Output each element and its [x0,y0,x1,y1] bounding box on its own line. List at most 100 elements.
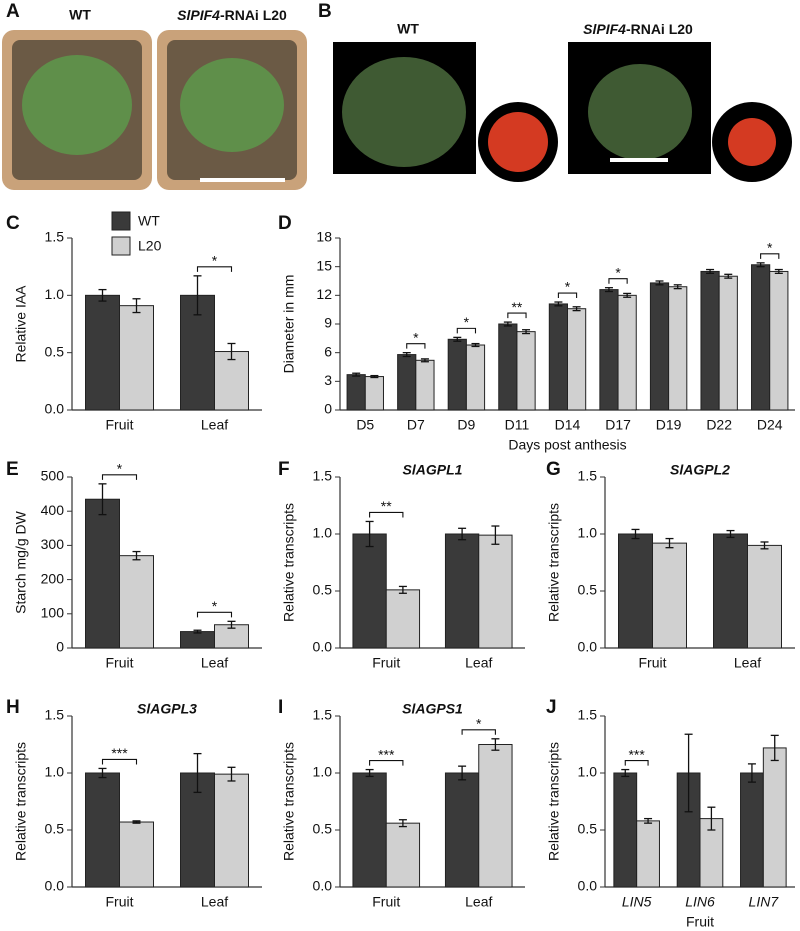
x-tick-label: Leaf [201,417,228,433]
panel-label: F [278,459,290,480]
error-bar [471,342,480,348]
y-tick-label: 0.5 [578,821,598,837]
significance-bracket [406,343,426,349]
x-tick-label: Leaf [465,655,492,671]
significance-label: * [464,314,470,330]
error-bar [398,819,407,828]
x-tick-label: Fruit [106,417,134,433]
bar [769,270,789,411]
error-bar [98,483,107,516]
x-tick-label: D9 [457,417,475,433]
significance-bracket [608,278,628,284]
y-tick-label: 0.0 [45,878,65,894]
significance-label: * [615,264,621,280]
legend-label: WT [138,213,160,229]
error-bar [227,620,236,629]
error-bar [193,752,202,794]
error-bar [770,734,779,762]
y-tick-label: 12 [316,286,332,302]
error-bar [644,817,653,824]
x-axis-label: Days post anthesis [508,437,626,453]
y-tick-label: 0.5 [45,821,65,837]
legend-swatch [111,236,131,256]
x-tick-label: Fruit [639,655,667,671]
photo-plant [180,58,284,152]
bar [214,773,249,888]
error-bar [193,275,202,316]
significance-bracket [760,253,780,259]
x-tick-label: D5 [356,417,374,433]
y-tick-label: 0.5 [578,582,598,598]
bar [613,772,638,888]
bar [444,533,480,649]
y-tick-label: 400 [41,502,65,518]
bar [516,331,536,411]
x-tick-label: D17 [605,417,631,433]
bar [668,286,688,411]
error-bar [756,262,765,268]
chart-title: SlAGPL2 [670,462,730,478]
significance-label: * [212,253,218,269]
y-tick-label: 1.5 [578,468,598,484]
error-bar [98,767,107,779]
bar [364,376,384,411]
error-bar [673,284,682,290]
error-bar [554,301,563,307]
significance-bracket [101,758,138,765]
error-bar [621,768,630,778]
error-bar [420,358,429,363]
bar [119,555,154,649]
error-bar [453,336,462,342]
bar [397,354,417,411]
y-tick-label: 200 [41,570,65,586]
bar [444,772,480,888]
x-tick-label: Leaf [201,655,228,671]
error-bar [365,768,374,778]
bar [465,344,486,411]
bar [119,821,154,888]
error-bar [707,806,716,831]
panel-label: J [546,697,557,718]
y-tick-label: 15 [316,257,332,273]
bar [740,772,764,888]
x-tick-label: Leaf [201,894,228,910]
photo-title: WT [397,21,419,37]
photo-title: SlPIF4-RNAi L20 [177,7,287,23]
bar [617,294,637,411]
x-tick-label: Fruit [106,894,134,910]
panel-label: D [278,213,292,234]
significance-bracket [369,760,404,766]
y-tick-label: 300 [41,536,65,552]
bar [548,303,568,411]
y-tick-label: 18 [316,229,332,245]
error-bar [706,268,715,275]
y-axis-label: Relative IAA [13,285,29,363]
y-tick-label: 1.5 [45,707,65,723]
panel-label: C [6,213,20,234]
error-bar [227,766,236,782]
photo-title: WT [69,7,91,23]
x-tick-label: D24 [757,417,783,433]
significance-bracket [196,611,233,618]
y-axis-label: Relative transcripts [281,742,297,861]
significance-label: * [413,329,419,345]
error-bar [458,765,467,781]
significance-bracket [624,760,649,766]
significance-label: *** [378,746,395,762]
x-tick-label: LIN5 [622,894,652,910]
y-tick-label: 0.5 [45,343,65,359]
y-tick-label: 1.5 [313,468,333,484]
significance-label: ** [381,498,392,514]
chart-title: SlAGPS1 [402,701,463,717]
x-tick-label: D11 [505,417,530,433]
error-bar [370,374,379,379]
y-axis-label: Diameter in mm [281,275,297,374]
x-tick-label: Fruit [106,655,134,671]
bar [618,533,653,649]
y-tick-label: 1.0 [45,764,65,780]
error-bar [352,372,361,377]
error-bar [747,763,756,783]
error-bar [604,287,613,293]
error-bar [623,292,632,298]
